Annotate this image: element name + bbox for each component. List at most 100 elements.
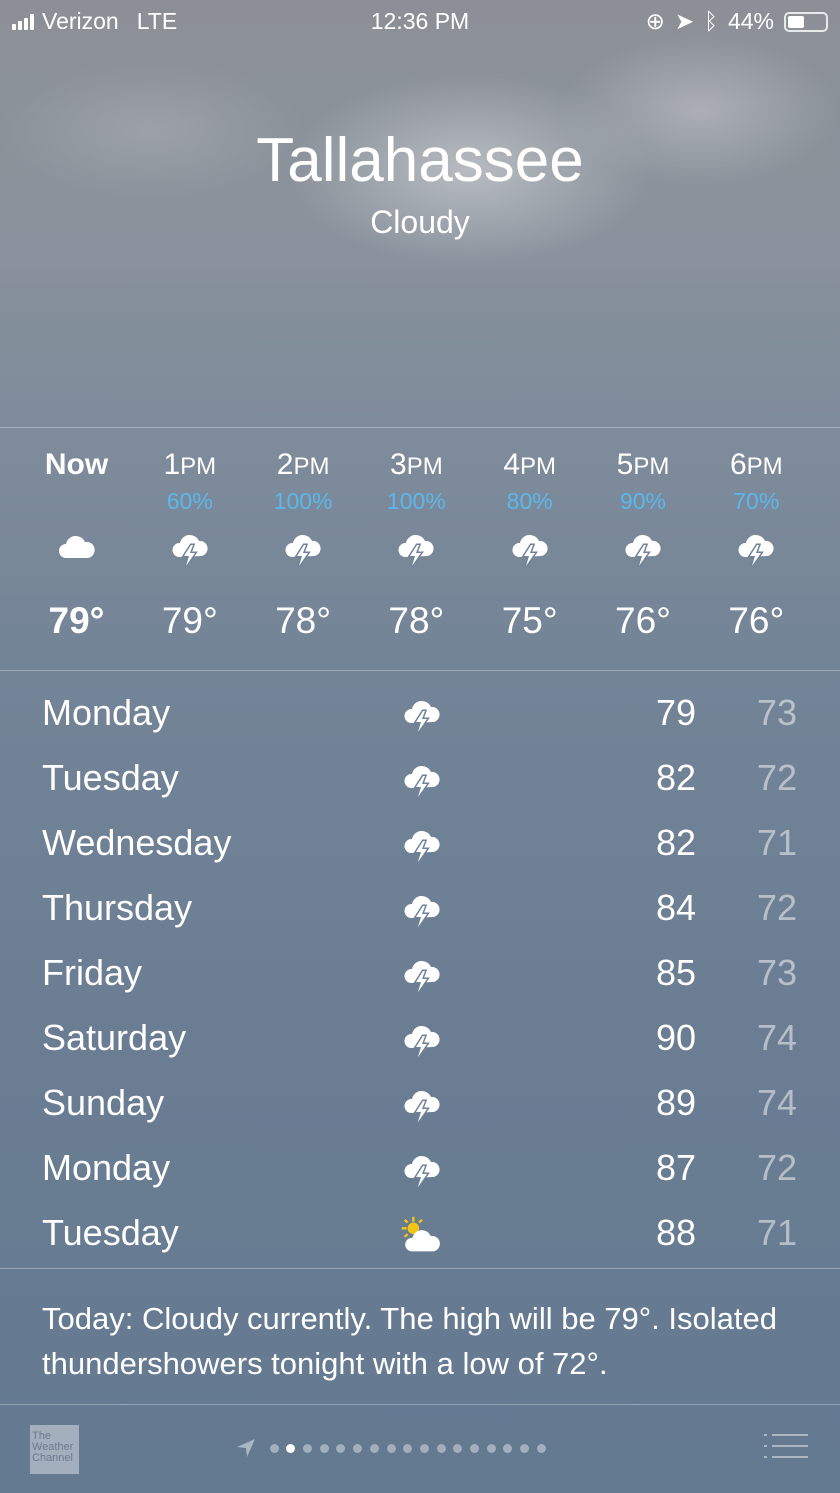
page-dot[interactable]	[303, 1443, 313, 1453]
weather-channel-logo[interactable]: The Weather Channel	[30, 1425, 79, 1474]
precip-chance: 100%	[386, 488, 446, 514]
high-temp: 84	[655, 887, 696, 928]
daily-row: Sunday 89 74	[0, 1070, 840, 1135]
page-dot[interactable]	[520, 1443, 529, 1453]
thunderstorm-icon	[473, 528, 586, 568]
low-temp: 73	[756, 952, 797, 993]
bluetooth-icon: ᛒ	[704, 8, 718, 34]
page-dot[interactable]	[336, 1443, 346, 1453]
page-dot[interactable]	[536, 1443, 546, 1453]
page-dot[interactable]	[419, 1443, 429, 1453]
thunderstorm-icon	[360, 528, 473, 568]
thunderstorm-icon	[398, 694, 446, 734]
location-arrow-icon	[237, 1439, 255, 1457]
thunderstorm-icon	[398, 1019, 446, 1059]
hour-label: 2PM2PM	[276, 448, 330, 481]
high-temp: 88	[655, 1212, 696, 1253]
page-dot[interactable]	[269, 1443, 279, 1453]
carrier: Verizon	[42, 8, 119, 34]
daily-row: Monday 79 73	[0, 680, 840, 745]
day-name: Monday	[42, 692, 171, 733]
bottom-bar: The Weather Channel	[0, 1404, 840, 1493]
orientation-lock-icon: ⊕	[645, 8, 665, 34]
precip-chance: 60%	[166, 488, 213, 514]
page-dot[interactable]	[453, 1443, 463, 1453]
city-name: Tallahassee	[256, 126, 584, 195]
hour-label: 1PM1PM	[163, 448, 217, 481]
high-temp: 79	[655, 692, 696, 733]
thunderstorm-icon	[587, 528, 700, 568]
today-summary: Today: Cloudy currently. The high will b…	[42, 1301, 777, 1381]
low-temp: 73	[756, 692, 797, 733]
thunderstorm-icon	[398, 889, 446, 929]
daily-row: Thursday 84 72	[0, 875, 840, 940]
hour-label: Now	[44, 448, 109, 481]
thunderstorm-icon	[398, 1149, 446, 1189]
page-dot[interactable]	[319, 1443, 329, 1453]
hour-temp: 79°	[161, 600, 218, 641]
day-name: Saturday	[42, 1017, 187, 1058]
network-type: LTE	[136, 8, 178, 34]
daily-row: Tuesday 82 72	[0, 745, 840, 810]
low-temp: 72	[756, 887, 797, 928]
battery-icon	[784, 11, 828, 32]
current-condition: Cloudy	[370, 204, 470, 240]
thunderstorm-icon	[398, 759, 446, 799]
precip-chance: 70%	[733, 488, 780, 514]
hour-label: 5PM5PM	[616, 448, 670, 481]
precip-chance: 80%	[506, 488, 553, 514]
cloud-icon	[20, 528, 133, 568]
thunderstorm-icon	[398, 824, 446, 864]
hour-label: 3PM3PM	[390, 448, 443, 481]
battery-percent: 44%	[727, 8, 774, 34]
page-dot[interactable]	[486, 1443, 496, 1453]
page-dot[interactable]	[503, 1443, 513, 1453]
high-temp: 82	[655, 822, 696, 863]
precip-chance: 100%	[273, 488, 333, 514]
low-temp: 71	[756, 822, 797, 863]
thunderstorm-icon	[133, 528, 246, 568]
partly-sunny-icon	[398, 1214, 446, 1254]
page-dot[interactable]	[286, 1443, 296, 1453]
high-temp: 89	[655, 1082, 696, 1123]
clock: 12:36 PM	[370, 8, 470, 34]
hour-temp: 78°	[388, 600, 445, 641]
day-name: Monday	[42, 1147, 171, 1188]
hour-label: 4PM4PM	[503, 448, 557, 481]
day-name: Thursday	[42, 887, 193, 928]
page-dot[interactable]	[353, 1443, 363, 1453]
daily-forecast: Monday 79 73 Tuesday 82 72 Wednesday 82 71…	[0, 680, 840, 1265]
hourly-forecast[interactable]: Now 79° 1PM1PM 60% 79° 2PM2PM 100% 78° 3PM3…	[0, 427, 840, 671]
low-temp: 72	[756, 1147, 797, 1188]
hour-temp: 76°	[728, 600, 785, 641]
hour-temp: 75°	[501, 600, 558, 641]
low-temp: 74	[756, 1082, 797, 1123]
daily-row: Wednesday 82 71	[0, 810, 840, 875]
hour-temp: 79°	[48, 600, 105, 641]
divider	[0, 1268, 840, 1269]
day-name: Wednesday	[42, 822, 232, 863]
page-dot[interactable]	[369, 1443, 379, 1453]
day-name: Tuesday	[42, 1212, 179, 1253]
daily-row: Friday 85 73	[0, 940, 840, 1005]
day-name: Tuesday	[42, 757, 179, 798]
page-dot[interactable]	[436, 1443, 446, 1453]
hour-temp: 78°	[275, 600, 332, 641]
thunderstorm-icon	[398, 954, 446, 994]
daily-row: Tuesday 88 71	[0, 1200, 840, 1265]
page-dot[interactable]	[386, 1443, 396, 1453]
thunderstorm-icon	[247, 528, 360, 568]
location-icon: ➤	[674, 8, 695, 34]
hour-label: 6PM6PM	[729, 448, 783, 481]
page-dot[interactable]	[469, 1443, 479, 1453]
low-temp: 72	[756, 757, 797, 798]
city-list-button[interactable]	[764, 1434, 808, 1467]
high-temp: 85	[655, 952, 696, 993]
low-temp: 74	[756, 1017, 797, 1058]
low-temp: 71	[756, 1212, 797, 1253]
daily-row: Saturday 90 74	[0, 1005, 840, 1070]
page-dot[interactable]	[403, 1443, 413, 1453]
page-indicator[interactable]	[236, 1438, 546, 1458]
high-temp: 90	[655, 1017, 696, 1058]
high-temp: 82	[655, 757, 696, 798]
